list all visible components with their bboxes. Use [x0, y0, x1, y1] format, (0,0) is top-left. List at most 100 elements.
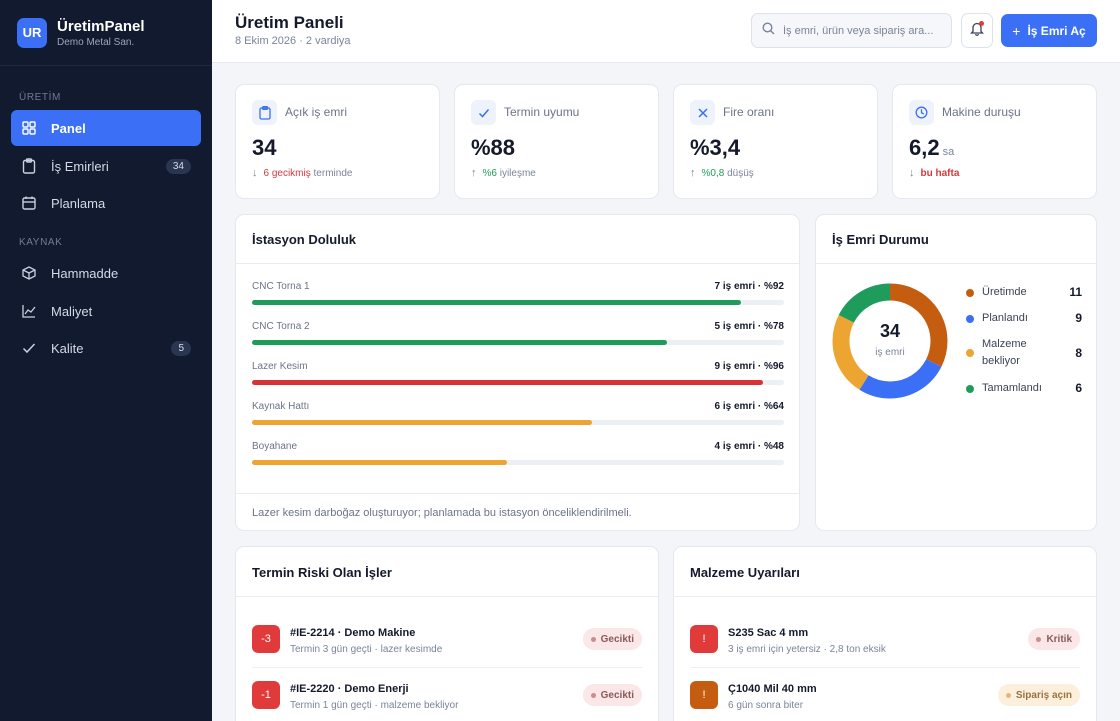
list-item[interactable]: ! Ç1040 Mil 40 mm 6 gün sonra biter Sipa…	[690, 681, 1080, 721]
list-item[interactable]: -3 #IE-2214 · Demo Makine Termin 3 gün g…	[252, 625, 642, 681]
sidebar-item-label: Kalite	[51, 340, 84, 356]
page-subtitle: 8 Ekim 2026 · 2 vardiya	[235, 35, 351, 47]
clock-icon	[909, 100, 934, 125]
station-name: Boyahane	[252, 441, 298, 452]
progress-track	[252, 460, 784, 465]
row-subtitle: Termin 3 gün geçti · lazer kesimde	[290, 644, 443, 655]
due-date-risk-card: Termin Riski Olan İşler -3 #IE-2214 · De…	[235, 546, 659, 721]
notification-dot	[979, 21, 984, 26]
material-alerts-card: Malzeme Uyarıları ! S235 Sac 4 mm 3 iş e…	[673, 546, 1097, 721]
legend-label: Üretimde	[982, 286, 1027, 298]
list-item[interactable]: -1 #IE-2220 · Demo Enerji Termin 1 gün g…	[252, 681, 642, 721]
alert-icon: !	[690, 681, 718, 709]
clipboard-icon	[21, 158, 37, 174]
notifications-button[interactable]	[961, 13, 993, 48]
progress-track	[252, 380, 784, 385]
station-utilization-card: İstasyon Doluluk CNC Torna 1 7 iş emri ·…	[235, 214, 800, 531]
plus-icon: +	[1012, 22, 1021, 39]
kpi-card-open-orders[interactable]: Açık iş emri 34 ↓ 6 gecikmiş terminde	[235, 84, 440, 199]
station-name: Kaynak Hattı	[252, 401, 310, 412]
legend-dot	[966, 315, 974, 323]
station-value: 7 iş emri · %92	[714, 281, 784, 292]
sidebar-item-kalite[interactable]: Kalite 5	[11, 330, 201, 366]
sidebar-item-is-emirleri[interactable]: İş Emirleri 34	[11, 148, 201, 184]
donut-svg	[832, 283, 948, 399]
search-input[interactable]	[783, 24, 941, 37]
alert-icon: !	[690, 625, 718, 653]
kpi-highlight: bu hafta	[920, 167, 960, 179]
status-badge: Gecikti	[582, 628, 642, 650]
divider	[816, 263, 1096, 264]
card-title: Malzeme Uyarıları	[690, 565, 800, 580]
overdue-badge: -3	[252, 625, 280, 653]
kpi-card-scrap-rate[interactable]: Fire oranı %3,4 ↑ %0,8 düşüş	[673, 84, 878, 199]
arrow-up-icon: ↑	[690, 167, 696, 179]
progress-fill	[252, 300, 742, 305]
donut-slice-tamamlandı[interactable]	[832, 283, 948, 399]
sidebar-item-hammadde[interactable]: Hammadde	[11, 255, 201, 291]
progress-track	[252, 340, 784, 345]
legend-count: 8	[1075, 346, 1082, 360]
divider	[690, 667, 1080, 668]
kpi-value: 34	[252, 135, 277, 160]
grid-icon	[21, 120, 37, 136]
legend-label: Tamamlandı	[982, 382, 1042, 394]
donut-chart: 34 iş emri	[830, 281, 950, 401]
kpi-label: Makine duruşu	[942, 105, 1021, 119]
page-title: Üretim Paneli	[235, 13, 344, 32]
brand-name: ÜretimPanel	[57, 17, 145, 35]
brand-subtitle: Demo Metal San.	[57, 36, 135, 48]
legend-count: 11	[1069, 285, 1082, 299]
row-title: S235 Sac 4 mm	[728, 627, 809, 639]
progress-track	[252, 420, 784, 425]
row-title: #IE-2214 · Demo Makine	[290, 627, 416, 639]
sidebar-item-planlama[interactable]: Planlama	[11, 185, 201, 221]
kpi-value: 6,2 sa	[909, 135, 955, 160]
brand[interactable]: UR ÜretimPanel Demo Metal San.	[0, 0, 212, 66]
kpi-value: %3,4	[690, 135, 741, 160]
kpi-card-due-date-compliance[interactable]: Termin uyumu %88 ↑ %6 iyileşme	[454, 84, 659, 199]
card-title: Termin Riski Olan İşler	[252, 565, 392, 580]
legend-label: Malzeme bekliyor	[982, 338, 1027, 367]
arrow-down-icon: ↓	[909, 167, 915, 179]
progress-fill	[252, 420, 593, 425]
top-header: Üretim Paneli 8 Ekim 2026 · 2 vardiya + …	[212, 0, 1120, 63]
kpi-note: ↓ bu hafta	[909, 167, 959, 179]
divider	[252, 667, 642, 668]
check-icon	[471, 100, 496, 125]
station-insight-note: Lazer kesim darboğaz oluşturuyor; planla…	[252, 507, 632, 519]
kpi-unit: sa	[942, 146, 955, 158]
divider	[236, 493, 799, 494]
progress-fill	[252, 460, 508, 465]
sidebar-item-label: Hammadde	[51, 265, 119, 281]
search-box[interactable]	[751, 13, 952, 48]
donut-total-label: iş emri	[875, 347, 905, 358]
row-title: #IE-2220 · Demo Enerji	[290, 683, 409, 695]
donut-slice-planlandı[interactable]	[832, 283, 948, 399]
check-icon	[21, 340, 37, 356]
clipboard-icon	[252, 100, 277, 125]
sidebar-section-uretim: ÜRETİM	[19, 92, 61, 103]
sidebar-item-panel[interactable]: Panel	[11, 110, 201, 146]
button-label: İş Emri Aç	[1027, 23, 1086, 38]
sidebar-section-kaynak: KAYNAK	[19, 237, 63, 248]
status-badge: Gecikti	[582, 684, 642, 706]
kpi-label: Termin uyumu	[504, 105, 580, 119]
x-icon	[690, 100, 715, 125]
order-status-card: İş Emri Durumu 34 iş emri Üretimde 11 Pl…	[815, 214, 1097, 531]
list-item[interactable]: ! S235 Sac 4 mm 3 iş emri için yetersiz …	[690, 625, 1080, 681]
sidebar-item-label: Planlama	[51, 195, 106, 211]
progress-track	[252, 300, 784, 305]
kpi-highlight: %0,8	[701, 167, 725, 179]
sidebar-item-label: Panel	[51, 120, 86, 136]
station-value: 5 iş emri · %78	[714, 321, 784, 332]
new-work-order-button[interactable]: + İş Emri Aç	[1001, 14, 1097, 47]
status-badge: Sipariş açın	[997, 684, 1080, 706]
donut-slice-malzeme-bekliyor[interactable]	[832, 283, 948, 399]
sidebar-item-maliyet[interactable]: Maliyet	[11, 293, 201, 329]
donut-total: 34	[879, 321, 901, 341]
cube-icon	[21, 265, 37, 281]
legend-dot	[966, 349, 974, 357]
kpi-card-machine-downtime[interactable]: Makine duruşu 6,2 sa ↓ bu hafta	[892, 84, 1097, 199]
kpi-value: %88	[471, 135, 516, 160]
